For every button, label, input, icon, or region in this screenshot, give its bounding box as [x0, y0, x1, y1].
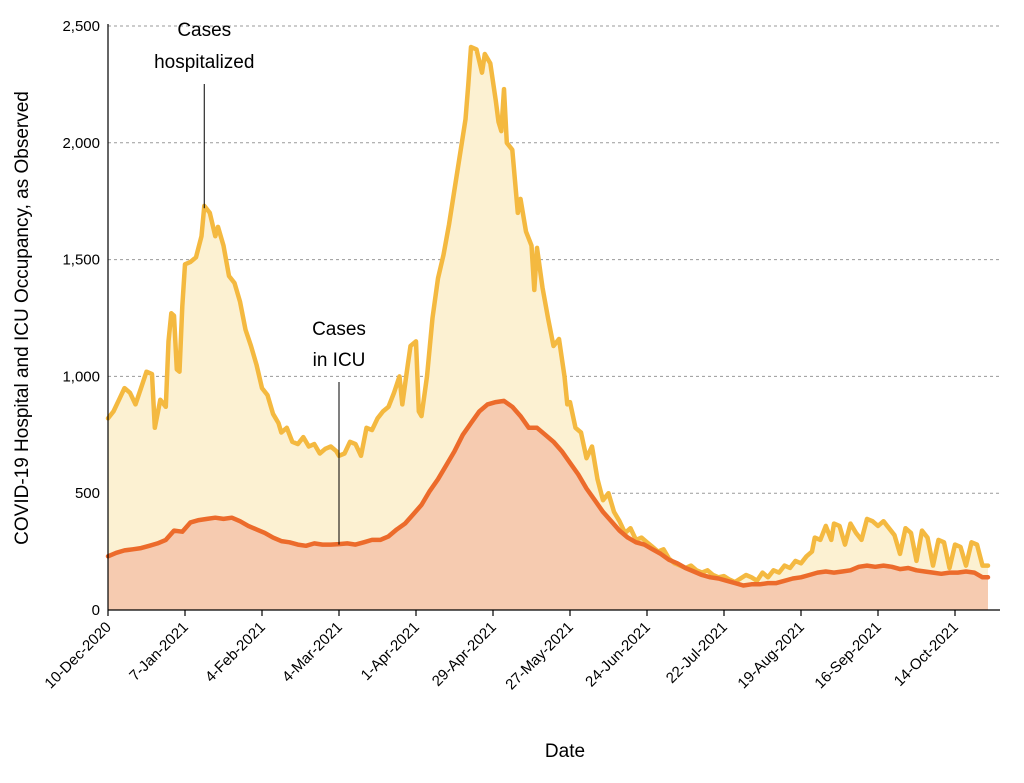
y-tick-label: 500: [75, 485, 100, 502]
icu-line: [105, 398, 991, 588]
series-lines: [105, 44, 991, 588]
x-tick-label: 7-Jan-2021: [126, 619, 192, 685]
x-tick-label: 22-Jul-2021: [663, 619, 731, 687]
x-axis-title: Date: [545, 741, 585, 762]
x-tick-label: 14-Oct-2021: [891, 619, 962, 690]
annotation-text: Cases: [312, 319, 366, 340]
annotation: Cases in ICU: [312, 319, 366, 545]
x-tick-labels: 10-Dec-2020 7-Jan-2021 4-Feb-2021 4-Mar-202…: [41, 619, 961, 694]
y-axis-title: COVID-19 Hospital and ICU Occupancy, as …: [12, 91, 33, 545]
x-tick-label: 29-Apr-2021: [429, 619, 500, 690]
x-tick-label: 4-Mar-2021: [279, 619, 346, 686]
x-tick-label: 24-Jun-2021: [582, 619, 654, 691]
x-tick-label: 16-Sep-2021: [811, 619, 884, 692]
x-tick-label: 19-Aug-2021: [734, 619, 807, 692]
y-tick-label: 2,000: [62, 135, 100, 152]
annotation: Cases hospitalized: [154, 20, 254, 209]
y-tick-label: 1,000: [62, 368, 100, 385]
x-tick-label: 1-Apr-2021: [358, 619, 423, 684]
annotation-text: in ICU: [313, 350, 366, 371]
y-tick-label: 1,500: [62, 252, 100, 269]
x-tick-label: 4-Feb-2021: [202, 619, 269, 686]
x-tick-label: 27-May-2021: [502, 619, 577, 694]
y-tick-label: 0: [92, 602, 100, 619]
icu-area: [108, 400, 988, 610]
y-tick-label: 2,500: [62, 18, 100, 35]
annotations: Cases hospitalized Cases in ICU: [154, 20, 366, 545]
x-tick-label: 10-Dec-2020: [41, 619, 114, 692]
annotation-text: Cases: [177, 20, 231, 41]
y-tick-labels: 0 500 1,000 1,500 2,000 2,500: [62, 18, 100, 619]
annotation-text: hospitalized: [154, 52, 254, 73]
hospitalized-line: [105, 44, 991, 585]
axes: [107, 24, 1000, 616]
